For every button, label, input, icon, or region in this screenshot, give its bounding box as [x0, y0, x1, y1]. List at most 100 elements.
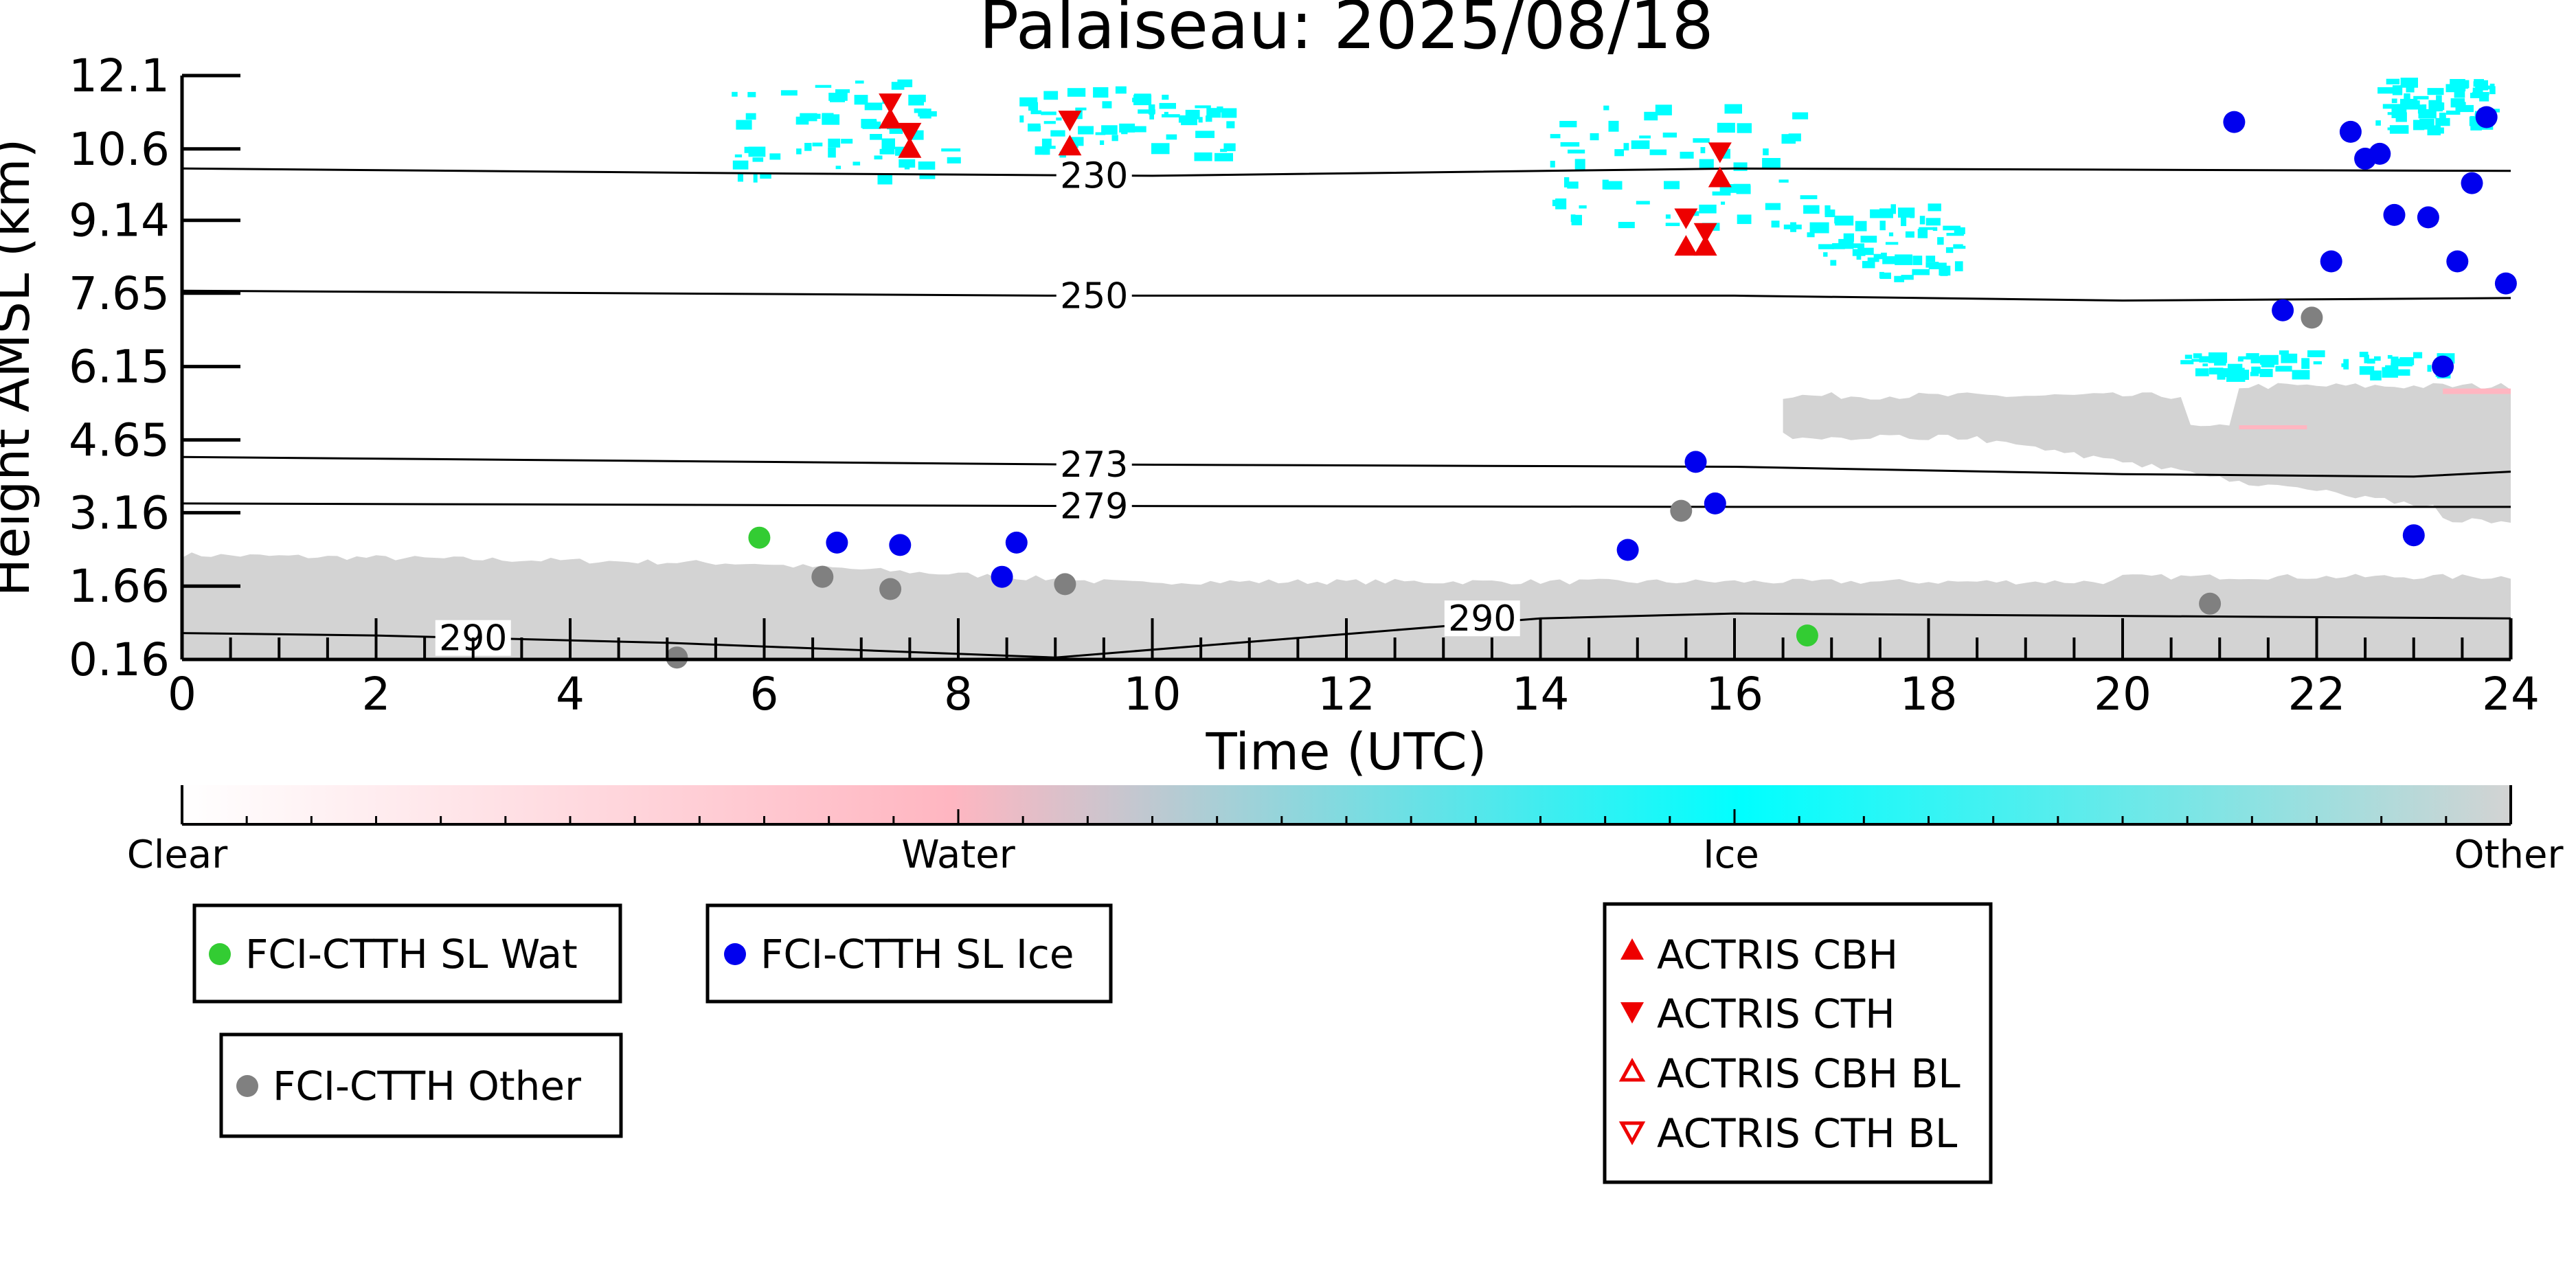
ice-cloud-patch — [1111, 135, 1118, 142]
data-point-1 — [2432, 355, 2454, 378]
ice-cloud-patch — [835, 89, 850, 93]
ice-cloud-patch — [1912, 256, 1923, 265]
ice-cloud-patch — [2251, 366, 2261, 374]
data-point-1 — [1005, 531, 1028, 554]
data-point-1 — [991, 565, 1013, 588]
ice-cloud-patch — [1035, 146, 1050, 155]
x-tick-label: 14 — [1512, 668, 1570, 721]
ice-cloud-patch — [1888, 232, 1894, 236]
ice-cloud-patch — [1954, 261, 1963, 271]
ice-cloud-patch — [2485, 85, 2490, 90]
ice-cloud-patch — [760, 172, 771, 179]
data-point-2 — [2301, 306, 2323, 329]
ice-cloud-patch — [1932, 227, 1938, 231]
ice-cloud-patch — [919, 173, 936, 179]
ice-cloud-patch — [1631, 140, 1650, 149]
ice-cloud-patch — [1030, 110, 1042, 115]
isotherm-279 — [181, 502, 2511, 508]
ice-cloud-patch — [1226, 121, 1235, 128]
ice-cloud-patch — [2450, 98, 2465, 108]
ice-cloud-patch — [734, 154, 743, 158]
ice-cloud-patch — [1699, 204, 1717, 214]
isotherm-label-290: 290 — [1448, 598, 1516, 640]
ice-cloud-patch — [1818, 244, 1834, 249]
data-point-4 — [879, 93, 903, 115]
ice-cloud-patch — [1852, 249, 1866, 256]
ice-cloud-patch — [1555, 198, 1567, 210]
chart-title: Palaiseau: 2025/08/18 — [979, 0, 1714, 64]
ice-cloud-patch — [2237, 357, 2244, 362]
ice-cloud-patch — [1943, 225, 1961, 231]
ice-cloud-patch — [1560, 142, 1580, 147]
ice-cloud-patch — [1856, 253, 1862, 260]
ice-cloud-patch — [854, 95, 868, 105]
legend-label-cbh-bl: ACTRIS CBH BL — [1657, 1050, 1961, 1097]
ice-cloud-patch — [2261, 358, 2274, 368]
ice-cloud-patch — [1807, 232, 1815, 238]
ice-cloud-patch — [841, 139, 853, 144]
ice-cloud-patch — [1945, 247, 1954, 253]
ice-cloud-patch — [1043, 91, 1059, 100]
isotherm-label-250: 250 — [1060, 275, 1128, 317]
ice-cloud-patch — [1680, 151, 1694, 159]
ice-cloud-patch — [828, 93, 848, 101]
colorbar-label-clear: Clear — [127, 833, 228, 877]
ice-cloud-patch — [2374, 356, 2381, 361]
ice-cloud-patch — [737, 173, 743, 182]
ice-cloud-patch — [1157, 146, 1164, 151]
ice-cloud-patch — [2385, 365, 2399, 370]
ice-cloud-patch — [1792, 112, 1809, 120]
ice-cloud-patch — [1699, 159, 1714, 169]
ice-cloud-patch — [1133, 126, 1146, 133]
legend-sl-wat: FCI-CTTH SL Wat — [192, 903, 622, 1004]
ice-cloud-patch — [1724, 104, 1742, 114]
ice-cloud-patch — [1763, 148, 1769, 156]
ice-cloud-patch — [828, 138, 841, 148]
ice-cloud-patch — [812, 142, 823, 147]
marker-layer — [666, 93, 2517, 669]
ice-cloud-patch — [2457, 85, 2469, 89]
data-point-1 — [2320, 250, 2342, 273]
ice-cloud-patch — [1901, 216, 1907, 227]
data-point-4 — [1058, 111, 1082, 132]
ice-cloud-patch — [2436, 95, 2442, 104]
ice-cloud-patch — [1765, 203, 1781, 210]
ice-cloud-patch — [874, 155, 883, 160]
colorbar-ticks — [181, 809, 2512, 824]
ice-cloud-patch — [2209, 368, 2224, 375]
ice-cloud-patch — [1954, 227, 1965, 234]
data-point-1 — [2417, 206, 2439, 229]
ice-cloud-patch — [2199, 356, 2216, 363]
isotherm-230 — [181, 167, 2511, 177]
ice-cloud-patch — [1721, 201, 1726, 205]
ice-cloud-patch — [2250, 356, 2263, 363]
ice-cloud-patch — [1162, 94, 1169, 100]
y-axis-label: Height AMSL (km) — [0, 138, 41, 596]
ice-cloud-patch — [2391, 357, 2399, 365]
ice-cloud-patch — [745, 113, 756, 120]
ice-cloud-patch — [1843, 233, 1854, 242]
x-tick-label: 22 — [2288, 668, 2346, 721]
ice-cloud-patch — [835, 166, 841, 170]
ice-cloud-patch — [2195, 368, 2209, 376]
legend-marker-sl-wat — [209, 943, 231, 965]
ice-cloud-patch — [2208, 352, 2228, 363]
data-point-4 — [1693, 223, 1717, 244]
colorbar-label-ice: Ice — [1703, 833, 1759, 877]
data-point-3 — [1058, 135, 1082, 156]
ice-cloud-patch — [2387, 112, 2397, 115]
ice-cloud-patch — [891, 82, 905, 90]
ice-cloud-patch — [2427, 365, 2432, 372]
ice-cloud-patch — [2435, 117, 2450, 126]
ice-cloud-patch — [2370, 370, 2382, 381]
data-point-1 — [2339, 120, 2362, 143]
ice-cloud-patch — [1220, 148, 1228, 152]
ice-cloud-patch — [881, 138, 895, 150]
data-point-2 — [666, 646, 688, 669]
y-tick-label: 9.14 — [69, 194, 170, 247]
ice-cloud-patch — [1149, 109, 1154, 120]
data-point-4 — [1708, 142, 1732, 163]
ice-cloud-patch — [1873, 253, 1885, 260]
ice-cloud-patch — [1045, 146, 1056, 149]
ice-cloud-patch — [2377, 87, 2393, 94]
